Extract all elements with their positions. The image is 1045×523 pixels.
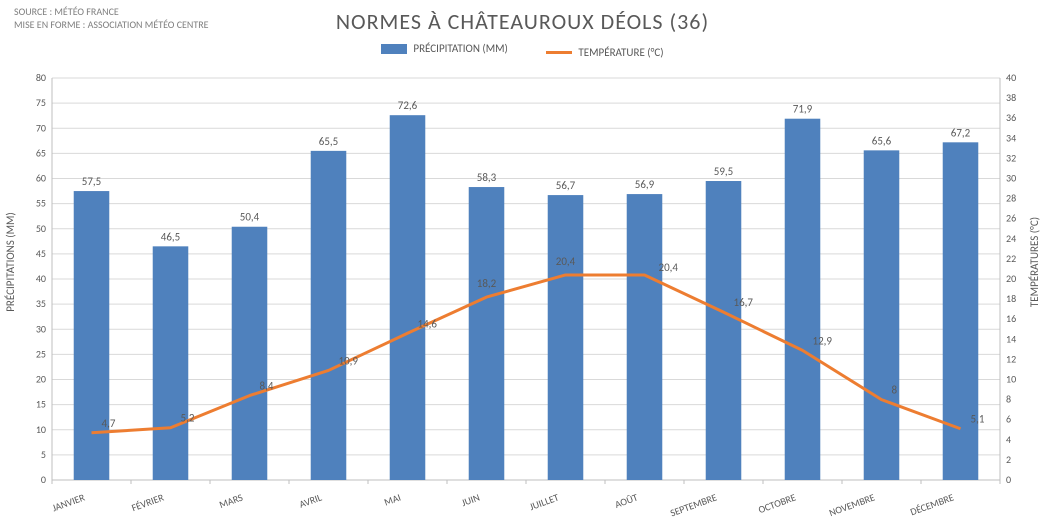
svg-text:65: 65 (36, 146, 46, 159)
svg-text:4: 4 (1006, 433, 1011, 446)
svg-text:70: 70 (36, 121, 46, 134)
bar-label: 57,5 (82, 175, 101, 188)
svg-text:14: 14 (1006, 332, 1016, 345)
line-label: 10,9 (339, 354, 359, 367)
x-category: JANVIER (50, 490, 87, 514)
svg-text:20: 20 (1006, 272, 1016, 285)
bar (74, 191, 110, 480)
bar (390, 115, 426, 480)
svg-text:32: 32 (1006, 151, 1016, 164)
bar (469, 187, 505, 480)
bar-label: 72,6 (398, 99, 418, 112)
x-category: JUILLET (528, 491, 561, 514)
line-label: 18,2 (477, 277, 497, 290)
svg-text:10: 10 (1006, 373, 1016, 386)
svg-text:36: 36 (1006, 111, 1016, 124)
x-category: SEPTEMBRE (668, 491, 718, 520)
svg-text:15: 15 (36, 398, 46, 411)
x-category: MARS (217, 490, 245, 511)
bar-label: 65,6 (872, 134, 892, 147)
svg-text:16: 16 (1006, 312, 1016, 325)
svg-text:12: 12 (1006, 352, 1016, 365)
bar-label: 58,3 (477, 171, 497, 184)
bar-label: 59,5 (714, 165, 733, 178)
x-category: DÉCEMBRE (908, 491, 955, 519)
bar-label: 56,9 (635, 178, 655, 191)
line-label: 4,7 (102, 417, 116, 430)
svg-text:26: 26 (1006, 212, 1016, 225)
svg-text:34: 34 (1006, 131, 1016, 144)
bar (548, 195, 584, 480)
svg-text:80: 80 (36, 71, 46, 84)
line-label: 5,2 (181, 412, 195, 425)
x-category: AVRIL (297, 490, 324, 510)
svg-text:40: 40 (36, 272, 46, 285)
x-category: JUIN (460, 491, 482, 510)
line-label: 8,4 (260, 380, 274, 393)
chart-container: SOURCE : MÉTÉO FRANCE MISE EN FORME : AS… (0, 0, 1045, 523)
svg-text:28: 28 (1006, 192, 1016, 205)
x-category: NOVEMBRE (827, 491, 876, 520)
bar (943, 142, 979, 480)
bar (153, 246, 189, 480)
bar-label: 71,9 (793, 103, 813, 116)
svg-text:0: 0 (41, 473, 46, 486)
chart-svg: 0510152025303540455055606570758002468101… (0, 0, 1045, 523)
svg-text:6: 6 (1006, 413, 1011, 426)
line-label: 16,7 (734, 296, 754, 309)
bar (706, 181, 742, 480)
svg-text:0: 0 (1006, 473, 1011, 486)
bar (311, 151, 347, 480)
bar-label: 46,5 (161, 230, 180, 243)
temp-line (92, 275, 961, 433)
svg-text:50: 50 (36, 222, 46, 235)
bar-label: 65,5 (319, 135, 338, 148)
svg-text:30: 30 (1006, 172, 1016, 185)
bar (785, 119, 821, 480)
line-label: 12,9 (813, 334, 833, 347)
line-label: 5,1 (971, 413, 985, 426)
bar-label: 56,7 (556, 179, 576, 192)
svg-text:25: 25 (36, 347, 46, 360)
x-category: OCTOBRE (756, 491, 797, 517)
svg-text:24: 24 (1006, 232, 1016, 245)
bar (627, 194, 663, 480)
svg-text:35: 35 (36, 297, 46, 310)
x-category: AOÛT (613, 491, 640, 511)
svg-text:55: 55 (36, 197, 46, 210)
bar (232, 227, 268, 480)
bar-label: 67,2 (951, 126, 971, 139)
svg-text:10: 10 (36, 423, 46, 436)
svg-text:45: 45 (36, 247, 46, 260)
svg-text:22: 22 (1006, 252, 1016, 265)
svg-text:30: 30 (36, 322, 46, 335)
svg-text:38: 38 (1006, 91, 1016, 104)
svg-text:8: 8 (1006, 393, 1011, 406)
line-label: 20,4 (659, 261, 679, 274)
svg-text:75: 75 (36, 96, 46, 109)
x-category: FÉVRIER (130, 490, 166, 514)
bar-label: 50,4 (240, 211, 260, 224)
svg-text:40: 40 (1006, 71, 1016, 84)
svg-text:5: 5 (41, 448, 46, 461)
line-label: 20,4 (556, 255, 576, 268)
line-label: 8 (892, 384, 898, 397)
x-category: MAI (382, 491, 402, 509)
line-label: 14,6 (418, 317, 438, 330)
svg-text:2: 2 (1006, 453, 1011, 466)
svg-text:18: 18 (1006, 292, 1016, 305)
svg-text:20: 20 (36, 373, 46, 386)
svg-text:60: 60 (36, 172, 46, 185)
bar (864, 150, 900, 480)
